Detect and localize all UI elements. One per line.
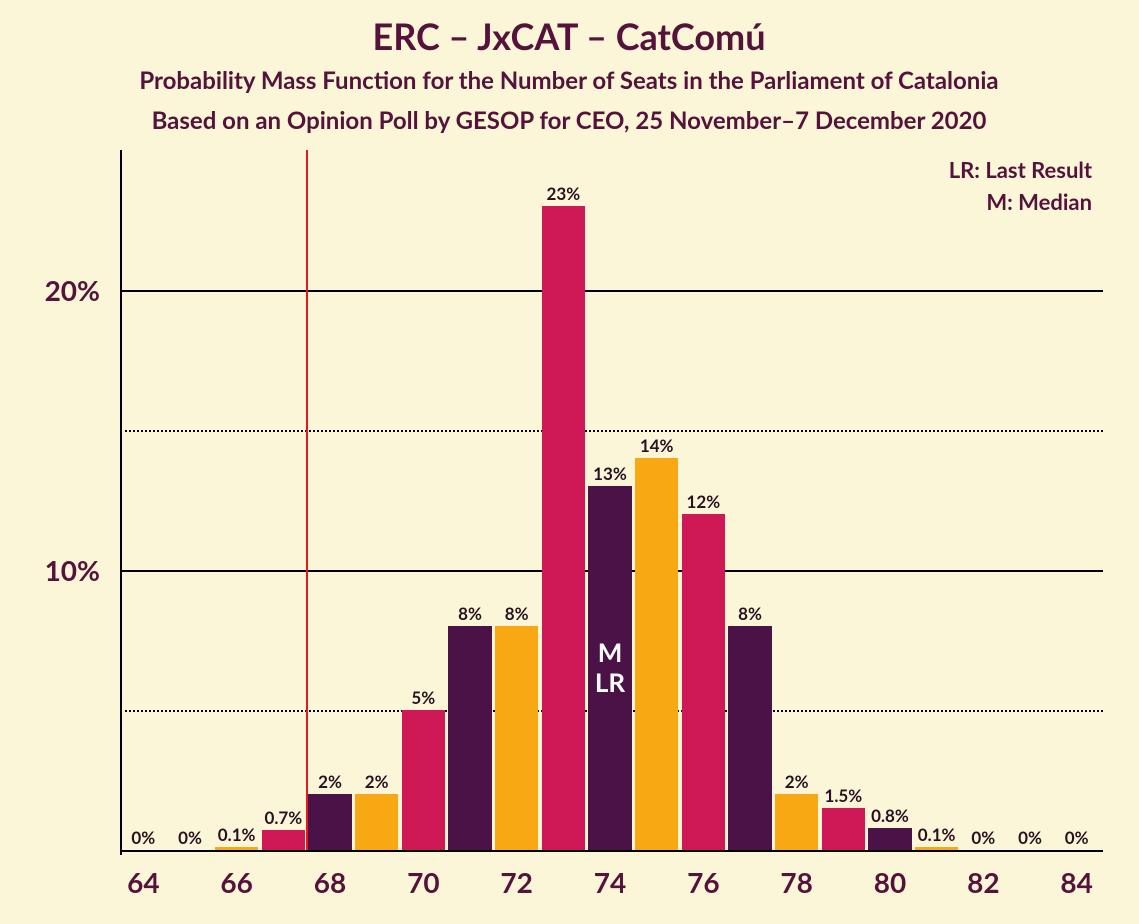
bar: [355, 794, 398, 850]
x-tick-label: 84: [1060, 865, 1092, 899]
bar-value-label: 12%: [687, 491, 721, 512]
bar: [728, 626, 771, 850]
bar-value-label: 13%: [593, 463, 627, 484]
majority-reference-line: [306, 150, 308, 850]
bar-value-label: 0%: [1065, 827, 1089, 848]
bar-value-label: 0.1%: [218, 824, 256, 845]
y-tick-label: 20%: [0, 273, 100, 307]
chart-subtitle-1: Probability Mass Function for the Number…: [69, 66, 1069, 95]
bar-value-label: 0%: [1018, 827, 1042, 848]
bar-inner-label-group: MLR: [588, 486, 631, 850]
bar-value-label: 2%: [318, 771, 342, 792]
bar-value-label: 8%: [738, 603, 762, 624]
legend-last-result: LR: Last Result: [949, 156, 1092, 183]
chart-subtitle-2: Based on an Opinion Poll by GESOP for CE…: [69, 106, 1069, 135]
bar-value-label: 8%: [505, 603, 529, 624]
bar: [262, 830, 305, 850]
bar-value-label: 8%: [458, 603, 482, 624]
x-tick-label: 64: [127, 865, 159, 899]
bar: [822, 808, 865, 850]
x-tick-label: 72: [500, 865, 532, 899]
bar: [682, 514, 725, 850]
grid-minor: [120, 430, 1103, 432]
median-marker: M: [598, 638, 623, 668]
bar-value-label: 5%: [411, 687, 435, 708]
x-tick-label: 68: [314, 865, 346, 899]
x-tick-label: 78: [780, 865, 812, 899]
legend-median: M: Median: [986, 188, 1092, 215]
bar: [915, 847, 958, 850]
bar-value-label: 2%: [785, 771, 809, 792]
bar-value-label: 14%: [640, 435, 674, 456]
bar-value-label: 1.5%: [824, 785, 862, 806]
bar: [495, 626, 538, 850]
x-axis: [120, 850, 1103, 852]
bar-value-label: 0%: [971, 827, 995, 848]
bar: [542, 206, 585, 850]
bar: [775, 794, 818, 850]
bar: [308, 794, 351, 850]
bar-value-label: 2%: [365, 771, 389, 792]
bar: [868, 828, 911, 850]
bar: [448, 626, 491, 850]
chart-title: ERC – JxCAT – CatComú: [69, 14, 1069, 58]
y-tick-label: 10%: [0, 553, 100, 587]
x-tick-label: 70: [407, 865, 439, 899]
bar-value-label: 0.8%: [871, 805, 909, 826]
y-axis: [120, 150, 122, 855]
bar-value-label: 0.7%: [264, 807, 302, 828]
bar-value-label: 0.1%: [918, 824, 956, 845]
bar-value-label: 0%: [131, 827, 155, 848]
last-result-marker: LR: [595, 668, 625, 698]
bar-value-label: 23%: [547, 183, 581, 204]
x-tick-label: 76: [687, 865, 719, 899]
x-tick-label: 82: [967, 865, 999, 899]
bar-value-label: 0%: [178, 827, 202, 848]
bar: [215, 847, 258, 850]
x-tick-label: 74: [594, 865, 626, 899]
grid-major: [120, 290, 1103, 292]
bar: [402, 710, 445, 850]
bar: [635, 458, 678, 850]
x-tick-label: 80: [874, 865, 906, 899]
pmf-bar-chart: 10%20%0%0%0.1%0.7%2%2%5%8%8%23%MLR13%14%…: [120, 150, 1100, 850]
x-tick-label: 66: [220, 865, 252, 899]
